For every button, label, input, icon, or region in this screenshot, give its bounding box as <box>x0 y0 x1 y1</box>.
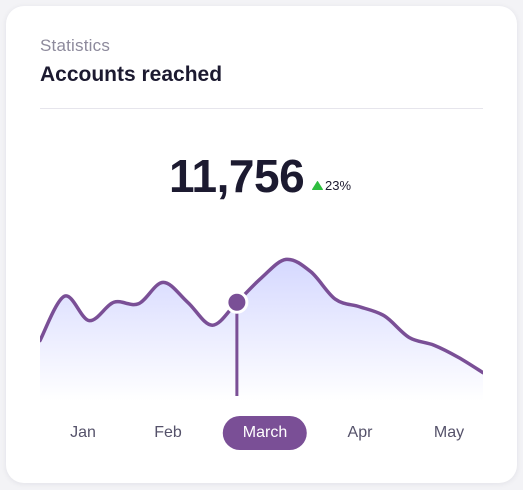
change-badge: 23% <box>312 178 351 193</box>
statistics-card: Statistics Accounts reached 11,756 23% J… <box>6 6 517 483</box>
area-fill <box>40 259 483 401</box>
month-tab-may[interactable]: May <box>433 424 465 441</box>
card-subtitle: Statistics <box>40 36 111 55</box>
month-tab-jan[interactable]: Jan <box>70 424 96 441</box>
triangle-up-icon <box>312 181 323 190</box>
accounts-area-chart[interactable] <box>40 226 483 401</box>
divider <box>40 108 483 109</box>
accounts-reached-value: 11,756 <box>169 150 305 202</box>
selected-point[interactable] <box>225 290 249 314</box>
change-percent: 23% <box>325 178 352 193</box>
month-selector: Jan Feb March Apr May <box>40 416 483 450</box>
card-title: Accounts reached <box>40 63 223 86</box>
series-line <box>40 257 483 375</box>
month-tab-march[interactable]: March <box>222 416 308 450</box>
month-tab-apr[interactable]: Apr <box>347 424 373 441</box>
month-tab-feb[interactable]: Feb <box>154 424 182 441</box>
